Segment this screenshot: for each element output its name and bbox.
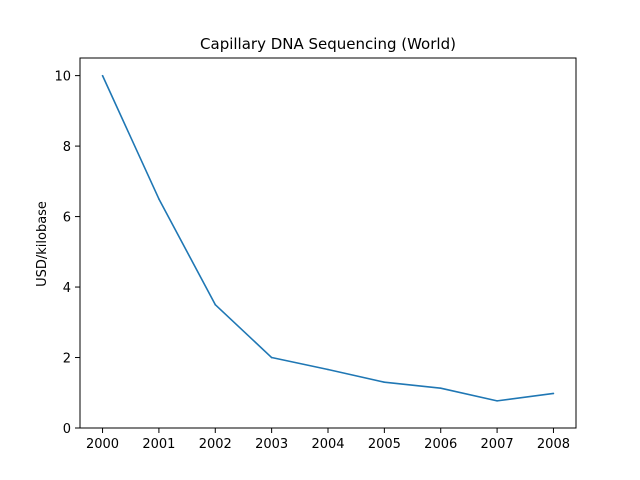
x-tick-label-3: 2003 (255, 437, 288, 452)
x-tick-label-5: 2005 (368, 437, 401, 452)
x-tick-label-1: 2001 (142, 437, 175, 452)
data-point-0-8 (552, 392, 555, 395)
data-point-0-3 (270, 356, 273, 359)
x-tick-label-8: 2008 (537, 437, 570, 452)
data-point-0-5 (383, 381, 386, 383)
chart-title: Capillary DNA Sequencing (World) (200, 35, 456, 53)
data-point-0-6 (439, 387, 442, 389)
series-group (101, 74, 555, 402)
x-tick-label-7: 2007 (481, 437, 514, 452)
x-tick-label-0: 2000 (86, 437, 119, 452)
data-point-0-4 (327, 368, 329, 371)
y-tick-label-0: 0 (63, 422, 71, 437)
plot-frame (79, 57, 577, 429)
y-tick-label-4: 8 (63, 140, 71, 155)
y-tick-label-3: 6 (63, 211, 71, 226)
y-tick-label-1: 2 (63, 352, 71, 367)
x-tick-label-2: 2002 (199, 437, 232, 452)
data-point-0-7 (496, 400, 498, 402)
y-tick-label-5: 10 (54, 70, 71, 85)
data-point-0-1 (158, 198, 160, 200)
y-tick-label-2: 4 (63, 281, 71, 296)
x-tick-label-4: 2004 (311, 437, 344, 452)
series-line-0 (101, 75, 554, 402)
y-axis-label: USD/kilobase (35, 201, 50, 287)
x-tick-label-6: 2006 (424, 437, 457, 452)
axis-ticks: 2000 2001 2002 2003 2004 2005 2006 2007 2008 0 2 4 6… (54, 70, 570, 452)
data-point-0-0 (101, 74, 104, 77)
data-point-0-2 (214, 303, 217, 306)
